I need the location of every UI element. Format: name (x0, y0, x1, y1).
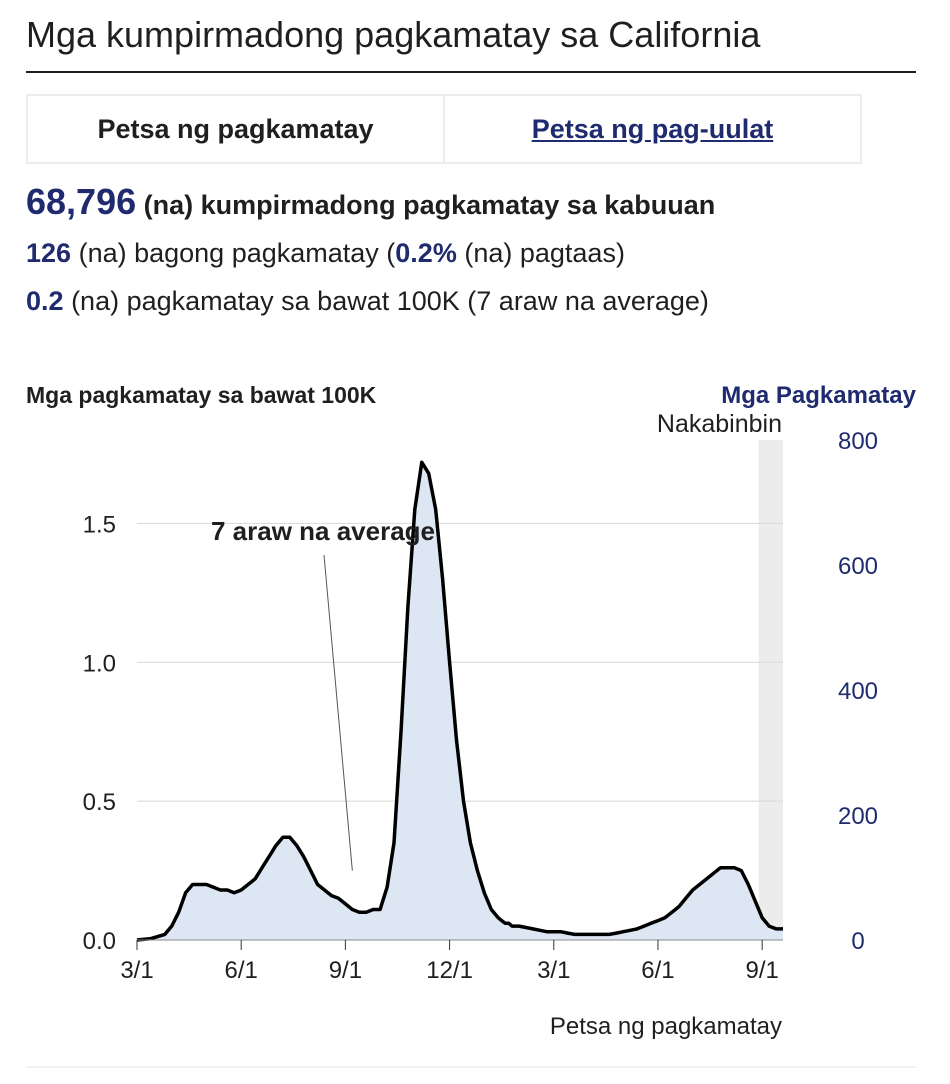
new-deaths-value: 126 (26, 238, 72, 268)
new-deaths-line: 126 (na) bagong pagkamatay (0.2% (na) pa… (26, 229, 926, 277)
x-tick-label: 9/1 (329, 957, 362, 984)
total-deaths-label: (na) kumpirmadong pagkamatay sa kabuuan (143, 190, 716, 220)
death-rate-line: 0.2 (na) pagkamatay sa bawat 100K (7 ara… (26, 277, 926, 325)
x-axis-title: Petsa ng pagkamatay (550, 1013, 782, 1040)
stats-summary: 68,796 (na) kumpirmadong pagkamatay sa k… (26, 178, 926, 325)
annotation-leader-line (323, 554, 353, 871)
deaths-chart-svg: 3/1 6/1 9/1 12/1 3/1 6/1 9/1 0.0 0.5 1.0 1.5 0 200… (26, 382, 917, 1040)
tab-date-of-report[interactable]: Petsa ng pag-uulat (445, 94, 862, 164)
y-tick-label: 1.0 (83, 650, 116, 677)
new-deaths-pct: 0.2% (395, 238, 457, 268)
x-tick-label: 3/1 (537, 957, 570, 984)
pending-label: Nakabinbin (657, 410, 782, 438)
date-type-tabs: Petsa ng pagkamatay Petsa ng pag-uulat (26, 94, 862, 164)
footer-divider (26, 1066, 916, 1068)
right-tick-label: 200 (838, 803, 878, 830)
deaths-chart: 3/1 6/1 9/1 12/1 3/1 6/1 9/1 0.0 0.5 1.0 1.5 0 200… (0, 370, 950, 1060)
right-tick-label: 400 (838, 678, 878, 705)
right-tick-label: 600 (838, 553, 878, 580)
annotation-label: 7 araw na average (211, 516, 435, 546)
deaths-area (137, 462, 783, 940)
x-tick-label: 9/1 (745, 957, 778, 984)
x-tick-label: 3/1 (120, 957, 153, 984)
right-axis-title: Mga Pagkamatay (721, 382, 916, 409)
y-tick-label: 0.5 (83, 789, 116, 816)
y-ticks: 0.0 0.5 1.0 1.5 (83, 511, 116, 955)
x-tick-label: 6/1 (225, 957, 258, 984)
x-ticks: 3/1 6/1 9/1 12/1 3/1 6/1 9/1 (120, 940, 779, 984)
x-tick-label: 12/1 (426, 957, 473, 984)
death-rate-value: 0.2 (26, 286, 64, 316)
y-tick-label: 0.0 (83, 928, 116, 955)
new-deaths-label-b: (na) pagtaas) (464, 238, 625, 268)
title-divider (26, 71, 916, 73)
pending-band (758, 440, 783, 940)
total-deaths-value: 68,796 (26, 181, 137, 222)
right-tick-label: 0 (851, 928, 864, 955)
right-y-ticks: 0 200 400 600 800 (838, 428, 878, 955)
chart-title: Mga pagkamatay sa bawat 100K (26, 382, 377, 408)
deaths-line (136, 460, 783, 942)
total-deaths-line: 68,796 (na) kumpirmadong pagkamatay sa k… (26, 178, 926, 229)
x-tick-label: 6/1 (641, 957, 674, 984)
tab-date-of-death[interactable]: Petsa ng pagkamatay (26, 94, 445, 164)
right-tick-label: 800 (838, 428, 878, 455)
death-rate-label: (na) pagkamatay sa bawat 100K (7 araw na… (71, 286, 709, 316)
new-deaths-label-a: (na) bagong pagkamatay ( (78, 238, 396, 268)
y-tick-label: 1.5 (83, 511, 116, 538)
page-title: Mga kumpirmadong pagkamatay sa Californi… (26, 14, 761, 55)
